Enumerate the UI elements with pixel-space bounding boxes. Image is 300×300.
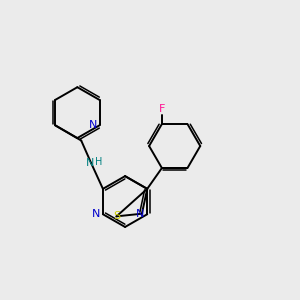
Text: N: N: [86, 158, 95, 168]
Text: H: H: [94, 157, 102, 167]
Text: S: S: [114, 212, 121, 221]
Text: N: N: [92, 209, 100, 219]
Text: F: F: [159, 104, 165, 114]
Text: N: N: [136, 209, 144, 219]
Text: N: N: [89, 120, 97, 130]
